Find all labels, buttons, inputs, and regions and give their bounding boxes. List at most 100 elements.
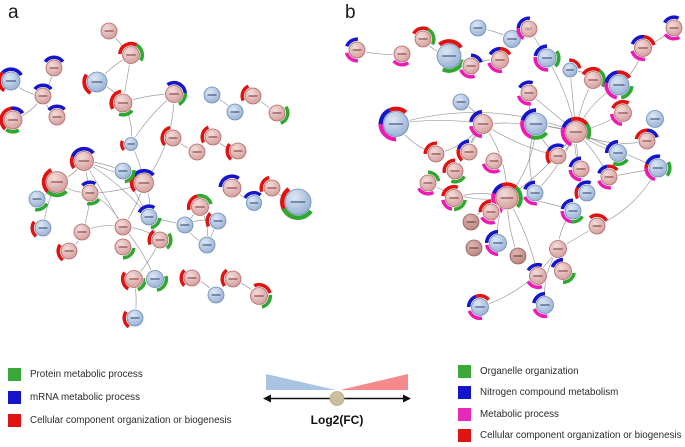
go-term-arc	[604, 139, 619, 154]
gene-label	[230, 111, 240, 113]
gene-node	[147, 229, 173, 250]
gene-node	[43, 55, 65, 78]
gene-node	[466, 293, 491, 321]
go-term-arc	[109, 89, 122, 110]
gene-node	[435, 39, 466, 73]
gene-node	[122, 308, 145, 329]
gene-label	[423, 182, 433, 184]
go-term-arc	[427, 170, 441, 182]
go-term-arc	[643, 34, 656, 46]
go-term-arc	[43, 55, 65, 63]
gene-node	[47, 104, 67, 127]
gene-node	[645, 109, 665, 129]
go-term-arc	[132, 168, 155, 178]
gene-node	[113, 161, 136, 184]
go-term-arc	[392, 59, 410, 67]
go-term-arc	[604, 70, 619, 84]
go-term-arc	[644, 167, 656, 182]
go-term-arc	[220, 268, 228, 288]
gene-label	[85, 192, 95, 194]
go-term-arc	[478, 199, 492, 213]
go-term-arc	[520, 119, 533, 139]
legend-swatch-red	[458, 429, 471, 442]
upregulated-triangle	[340, 374, 408, 390]
gene-label	[207, 94, 217, 96]
gene-node	[117, 41, 145, 65]
gene-node	[644, 154, 672, 182]
go-term-arc	[532, 291, 546, 304]
gene-label	[475, 306, 485, 308]
go-term-arc	[281, 207, 313, 220]
gene-node	[502, 29, 522, 49]
go-term-arc	[568, 169, 582, 182]
go-term-arc	[469, 109, 483, 123]
go-term-arc	[378, 123, 397, 142]
edge	[395, 112, 577, 133]
gene-label	[52, 116, 62, 118]
legend-item-label: Protein metabolic process	[30, 368, 143, 380]
legend-item: Metabolic process	[458, 406, 682, 422]
gene-node	[532, 291, 555, 319]
go-term-arc	[160, 125, 171, 147]
go-term-arc	[1, 67, 23, 77]
legend-item: Cellular component organization or bioge…	[458, 428, 682, 444]
log2fc-gradient	[263, 374, 411, 406]
go-term-arc	[530, 131, 549, 140]
network-canvas: DUT	[0, 15, 684, 329]
gene-label	[466, 221, 476, 223]
gene-label	[202, 244, 212, 246]
gene-label	[267, 187, 277, 189]
gene-label	[456, 101, 466, 103]
gene-label	[150, 278, 160, 280]
go-term-arc	[467, 310, 483, 321]
go-term-arc	[545, 149, 552, 165]
gene-node	[80, 180, 101, 206]
go-term-arc	[562, 272, 576, 285]
gene-label	[180, 224, 190, 226]
go-term-arc	[475, 293, 491, 302]
go-term-arc	[665, 161, 672, 177]
gene-label	[127, 143, 135, 145]
gene-node	[464, 238, 484, 258]
go-term-arc	[30, 220, 38, 238]
gene-label	[388, 123, 404, 125]
gene-node	[441, 184, 467, 212]
gene-label	[582, 192, 592, 194]
gene-label	[524, 92, 534, 94]
go-term-arc	[484, 229, 499, 244]
edge	[479, 248, 559, 308]
go-term-arc	[516, 16, 531, 29]
network-b: DUT	[344, 15, 684, 321]
gene-label	[228, 278, 238, 280]
right-arrowhead-icon	[403, 394, 411, 403]
go-term-arc	[581, 66, 601, 76]
go-term-arc	[438, 39, 463, 49]
legend-item-label: Organelle organization	[480, 365, 579, 377]
go-term-arc	[499, 46, 512, 56]
gene-label	[104, 30, 114, 32]
gene-label	[569, 131, 583, 133]
left-arrowhead-icon	[263, 394, 271, 403]
legend-item-label: Metabolic process	[480, 408, 559, 420]
gene-node	[99, 21, 119, 41]
go-term-arc	[124, 169, 136, 184]
go-term-arc	[456, 148, 464, 162]
gene-label	[195, 206, 205, 208]
gene-node	[137, 204, 162, 230]
gene-label	[418, 38, 428, 40]
gene-label	[49, 67, 59, 69]
gene-node	[516, 80, 539, 106]
gene-node	[461, 212, 481, 232]
go-term-arc	[526, 262, 543, 272]
gene-label	[77, 231, 87, 233]
gene-node	[560, 198, 584, 224]
gene-label	[130, 317, 140, 319]
go-term-arc	[441, 184, 459, 197]
gene-node	[550, 257, 576, 285]
go-term-arc	[450, 175, 466, 184]
go-term-arc	[533, 56, 549, 72]
legend-item: Nitrogen compound metabolism	[458, 385, 682, 401]
gene-node	[561, 58, 582, 79]
gene-label	[248, 95, 258, 97]
go-term-arc	[86, 198, 101, 206]
